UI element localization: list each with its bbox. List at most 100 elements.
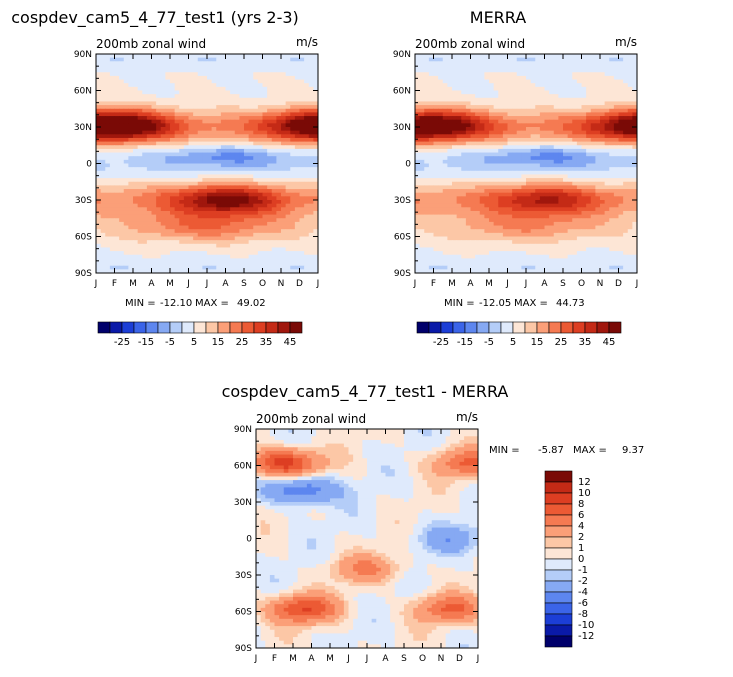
obs-contour-cell (530, 137, 536, 142)
model-contour-cell (294, 225, 300, 230)
obs-contour-cell (489, 116, 495, 121)
model-contour-cell (281, 262, 287, 267)
model-contour-cell (183, 119, 189, 124)
obs-contour-cell (498, 148, 504, 153)
model-contour-cell (156, 229, 162, 234)
obs-contour-cell (558, 112, 564, 117)
model-contour-cell (313, 200, 319, 205)
model-contour-cell (137, 200, 143, 205)
obs-contour-cell (470, 119, 476, 124)
model-contour-cell (225, 247, 231, 252)
obs-contour-cell (521, 178, 527, 183)
model-contour-cell (197, 229, 203, 234)
model-contour-cell (220, 94, 226, 99)
model-contour-cell (197, 123, 203, 128)
obs-contour-cell (415, 163, 421, 168)
obs-contour-cell (465, 123, 471, 128)
model-contour-cell (119, 134, 125, 139)
model-contour-cell (220, 196, 226, 201)
model-contour-cell (170, 210, 176, 215)
model-contour-cell (179, 105, 185, 110)
model-contour-cell (230, 170, 236, 175)
model-contour-cell (313, 203, 319, 208)
model-contour-cell (202, 240, 208, 245)
obs-contour-cell (516, 75, 522, 80)
model-contour-cell (142, 83, 148, 88)
obs-contour-cell (595, 130, 601, 135)
obs-contour-cell (600, 152, 606, 157)
model-contour-cell (294, 189, 300, 194)
model-contour-cell (160, 116, 166, 121)
obs-contour-cell (576, 137, 582, 142)
model-contour-cell (146, 236, 152, 241)
model-contour-cell (146, 61, 152, 66)
model-contour-cell (156, 189, 162, 194)
obs-contour-cell (618, 116, 624, 121)
model-contour-cell (188, 57, 194, 62)
model-contour-cell (100, 170, 106, 175)
model-contour-cell (193, 57, 199, 62)
obs-contour-cell (493, 141, 499, 146)
obs-contour-cell (595, 116, 601, 121)
model-contour-cell (239, 192, 245, 197)
model-contour-cell (253, 185, 259, 190)
model-contour-cell (220, 181, 226, 186)
model-contour-cell (225, 72, 231, 77)
model-contour-cell (109, 72, 115, 77)
obs-contour-cell (424, 57, 430, 62)
model-contour-cell (193, 178, 199, 183)
obs-contour-cell (526, 196, 532, 201)
model-contour-cell (197, 185, 203, 190)
obs-contour-cell (493, 75, 499, 80)
obs-contour-cell (465, 148, 471, 153)
model-contour-cell (276, 156, 282, 161)
model-contour-cell (216, 145, 222, 150)
model-contour-cell (174, 75, 180, 80)
obs-contour-cell (590, 141, 596, 146)
obs-contour-cell (479, 108, 485, 113)
obs-contour-cell (604, 94, 610, 99)
obs-contour-cell (572, 72, 578, 77)
obs-contour-cell (461, 152, 467, 157)
obs-contour-cell (419, 108, 425, 113)
model-contour-cell (216, 200, 222, 205)
obs-contour-cell (618, 178, 624, 183)
obs-contour-cell (609, 159, 615, 164)
obs-contour-cell (618, 148, 624, 153)
obs-contour-cell (465, 105, 471, 110)
obs-contour-cell (419, 137, 425, 142)
model-contour-cell (285, 262, 291, 267)
model-contour-cell (137, 163, 143, 168)
obs-contour-cell (590, 159, 596, 164)
obs-contour-cell (609, 178, 615, 183)
model-contour-cell (248, 101, 254, 106)
obs-contour-cell (526, 148, 532, 153)
obs-contour-cell (489, 68, 495, 73)
obs-contour-cell (632, 105, 638, 110)
model-contour-cell (146, 75, 152, 80)
obs-contour-cell (600, 196, 606, 201)
model-contour-cell (142, 119, 148, 124)
model-contour-cell (248, 174, 254, 179)
obs-contour-cell (415, 141, 421, 146)
model-contour-cell (156, 116, 162, 121)
obs-contour-cell (424, 72, 430, 77)
model-contour-cell (109, 247, 115, 252)
model-contour-cell (133, 86, 139, 91)
obs-contour-cell (484, 200, 490, 205)
model-contour-cell (156, 218, 162, 223)
model-contour-cell (119, 119, 125, 124)
model-contour-cell (244, 192, 250, 197)
obs-contour-cell (428, 178, 434, 183)
model-contour-cell (156, 178, 162, 183)
model-contour-cell (174, 221, 180, 226)
model-contour-cell (257, 75, 263, 80)
model-x-tick-label: M (129, 279, 137, 289)
model-contour-cell (156, 174, 162, 179)
model-contour-cell (313, 54, 319, 59)
model-contour-cell (207, 236, 213, 241)
obs-contour-cell (461, 170, 467, 175)
obs-contour-cell (433, 79, 439, 84)
obs-contour-cell (586, 94, 592, 99)
model-contour-cell (100, 262, 106, 267)
